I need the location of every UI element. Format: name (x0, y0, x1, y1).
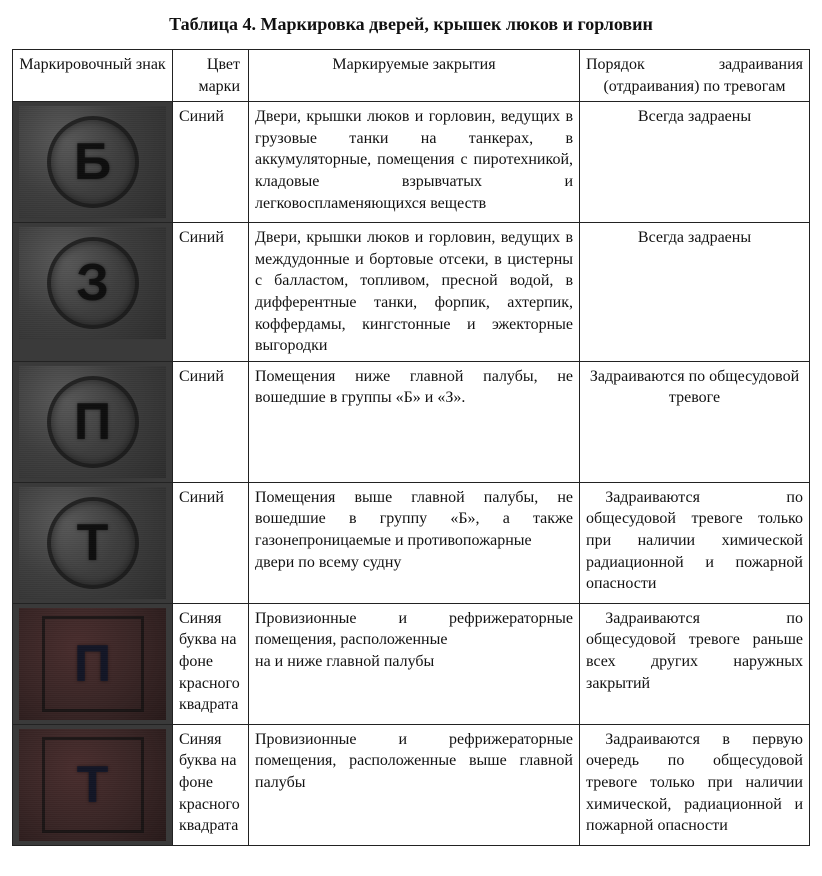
header-desc-text: Маркируемые закрытия (332, 56, 495, 73)
mark-cell: П (13, 603, 173, 724)
mark-sign-icon: П (19, 608, 166, 720)
header-mark: Маркировочный знак (13, 50, 173, 102)
mark-cell: П (13, 361, 173, 482)
mark-cell: Т (13, 482, 173, 603)
color-cell: Синий (173, 482, 249, 603)
table-row: Б СинийДвери, крышки люков и горловин, ве… (13, 102, 810, 223)
table-row: П Синяя буква на фоне красного квадратаПр… (13, 603, 810, 724)
table-body: БСинийДвери, крышки люков и горловин, ве… (13, 102, 810, 846)
desc-cell: Провизионные и рефрижераторные помещения… (249, 724, 580, 845)
table-row: З СинийДвери, крышки люков и горловин, ве… (13, 223, 810, 362)
order-cell: Задраиваются в первую очередь по общесуд… (580, 724, 810, 845)
color-cell: Синий (173, 223, 249, 362)
color-cell: Синий (173, 361, 249, 482)
mark-sign-icon: З (19, 227, 166, 339)
mark-letter: Т (77, 759, 109, 811)
desc-cell: Провизионные и рефрижераторные помещения… (249, 603, 580, 724)
header-order-right: задраивания (719, 54, 803, 76)
color-cell: Синяя буква на фоне красного квадрата (173, 724, 249, 845)
desc-cell: Двери, крышки люков и горловин, ведущих … (249, 102, 580, 223)
header-order-left: Порядок (586, 54, 645, 76)
mark-sign-icon: П (19, 366, 166, 478)
color-cell: Синий (173, 102, 249, 223)
mark-circle-icon: П (47, 376, 139, 468)
table-row: П СинийПомещения ниже главной палубы, не … (13, 361, 810, 482)
mark-square-icon: П (42, 616, 144, 712)
mark-letter: П (74, 638, 111, 690)
mark-letter: З (76, 257, 109, 309)
desc-cell: Двери, крышки люков и горловин, ведущих … (249, 223, 580, 362)
table-header-row: Маркировочный знак Цвет марки Маркируемы… (13, 50, 810, 102)
mark-letter: Б (74, 136, 111, 188)
desc-cell: Помещения ниже главной палубы, не вошедш… (249, 361, 580, 482)
table-row: Т СинийПомещения выше главной палубы, не … (13, 482, 810, 603)
header-mark-text: Маркировочный знак (19, 56, 165, 73)
order-cell: Задраиваются по общесудовой тревоге рань… (580, 603, 810, 724)
mark-letter: Т (77, 517, 109, 569)
mark-sign-icon: Т (19, 487, 166, 599)
marking-table: Маркировочный знак Цвет марки Маркируемы… (12, 49, 810, 846)
order-cell: Всегда задраены (580, 223, 810, 362)
desc-cell: Помещения выше главной палубы, не вошедш… (249, 482, 580, 603)
mark-circle-icon: Б (47, 116, 139, 208)
mark-cell: Т (13, 724, 173, 845)
table-title: Таблица 4. Маркировка дверей, крышек люк… (12, 14, 810, 35)
mark-circle-icon: Т (47, 497, 139, 589)
table-row: Т Синяя буква на фоне красного квадратаПр… (13, 724, 810, 845)
order-cell: Задраиваются по общесудовой тревоге толь… (580, 482, 810, 603)
header-order: Порядок задраивания (отдраивания) по тре… (580, 50, 810, 102)
mark-cell: Б (13, 102, 173, 223)
mark-sign-icon: Б (19, 106, 166, 218)
mark-sign-icon: Т (19, 729, 166, 841)
mark-circle-icon: З (47, 237, 139, 329)
mark-square-icon: Т (42, 737, 144, 833)
header-color: Цвет марки (173, 50, 249, 102)
order-cell: Задраиваются по общесудовой тревоге (580, 361, 810, 482)
header-color-text: Цвет марки (199, 56, 240, 95)
order-cell: Всегда задраены (580, 102, 810, 223)
mark-letter: П (74, 396, 111, 448)
mark-cell: З (13, 223, 173, 362)
header-desc: Маркируемые закрытия (249, 50, 580, 102)
header-order-line2: (отдраивания) по тревогам (586, 76, 803, 98)
color-cell: Синяя буква на фоне красного квадрата (173, 603, 249, 724)
